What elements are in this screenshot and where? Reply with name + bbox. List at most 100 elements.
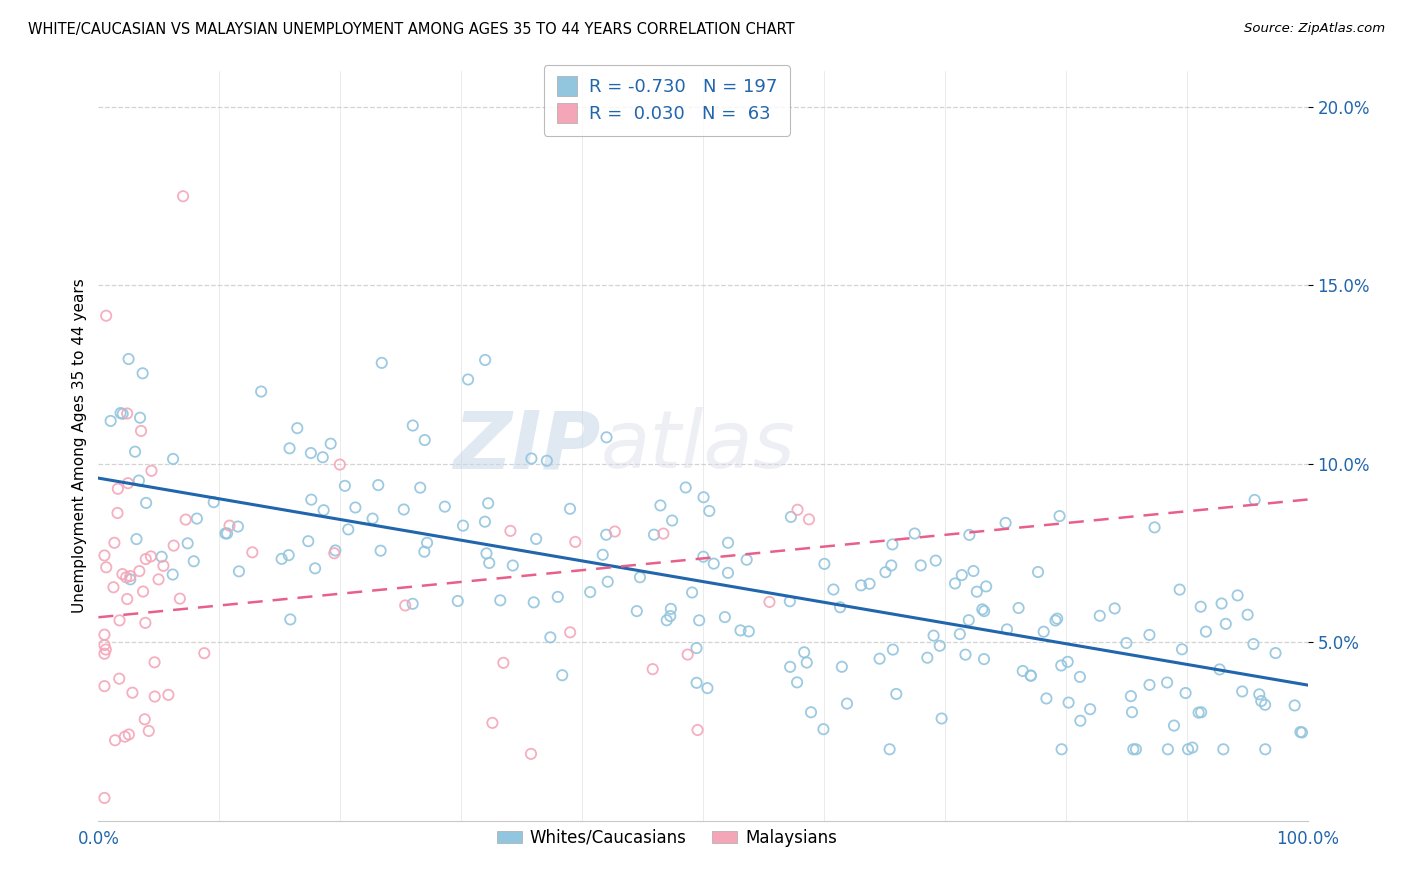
Point <box>595 527 617 541</box>
Point <box>1011 664 1033 678</box>
Point <box>148 573 170 587</box>
Point <box>1143 520 1166 534</box>
Point <box>800 706 823 720</box>
Point <box>551 668 574 682</box>
Point <box>115 570 138 584</box>
Point <box>139 549 162 564</box>
Point <box>592 548 614 562</box>
Point <box>703 557 725 571</box>
Point <box>344 500 367 515</box>
Point <box>797 512 820 526</box>
Point <box>655 613 678 627</box>
Point <box>218 518 240 533</box>
Point <box>675 480 697 494</box>
Point <box>974 579 997 593</box>
Point <box>650 499 672 513</box>
Point <box>1104 601 1126 615</box>
Point <box>538 630 561 644</box>
Point <box>659 609 682 624</box>
Point <box>849 578 872 592</box>
Point <box>478 556 501 570</box>
Point <box>115 407 138 421</box>
Point <box>1254 742 1277 756</box>
Point <box>329 458 352 472</box>
Point <box>1139 628 1161 642</box>
Point <box>786 502 808 516</box>
Point <box>957 613 980 627</box>
Point <box>100 414 122 428</box>
Point <box>823 582 845 597</box>
Point <box>131 366 153 380</box>
Point <box>371 356 394 370</box>
Point <box>1163 718 1185 732</box>
Point <box>107 482 129 496</box>
Point <box>312 503 335 517</box>
Point <box>416 535 439 549</box>
Point <box>93 679 115 693</box>
Point <box>183 554 205 568</box>
Point <box>1069 714 1091 728</box>
Point <box>312 450 335 465</box>
Point <box>128 564 150 578</box>
Point <box>1289 725 1312 739</box>
Point <box>1236 607 1258 622</box>
Point <box>129 410 152 425</box>
Point <box>304 561 326 575</box>
Point <box>143 655 166 669</box>
Point <box>93 628 115 642</box>
Point <box>973 652 995 666</box>
Point <box>1056 655 1078 669</box>
Point <box>370 543 392 558</box>
Point <box>118 727 141 741</box>
Point <box>962 564 984 578</box>
Point <box>688 613 710 627</box>
Point <box>730 624 752 638</box>
Point <box>943 576 966 591</box>
Point <box>536 454 558 468</box>
Point <box>1050 742 1073 756</box>
Point <box>1049 509 1071 524</box>
Point <box>285 421 308 435</box>
Point <box>157 688 180 702</box>
Point <box>520 747 543 761</box>
Text: Source: ZipAtlas.com: Source: ZipAtlas.com <box>1244 22 1385 36</box>
Point <box>1171 642 1194 657</box>
Point <box>1032 624 1054 639</box>
Point <box>457 372 479 386</box>
Point <box>1177 742 1199 756</box>
Point <box>1250 694 1272 708</box>
Point <box>125 532 148 546</box>
Point <box>523 595 546 609</box>
Point <box>786 675 808 690</box>
Point <box>1078 702 1101 716</box>
Point <box>1254 698 1277 712</box>
Point <box>1157 742 1180 756</box>
Point <box>779 594 801 608</box>
Text: ZIP: ZIP <box>453 407 600 485</box>
Point <box>413 433 436 447</box>
Point <box>228 565 250 579</box>
Point <box>474 515 496 529</box>
Point <box>917 650 939 665</box>
Text: WHITE/CAUCASIAN VS MALAYSIAN UNEMPLOYMENT AMONG AGES 35 TO 44 YEARS CORRELATION : WHITE/CAUCASIAN VS MALAYSIAN UNEMPLOYMEN… <box>28 22 794 37</box>
Point <box>143 690 166 704</box>
Point <box>447 594 470 608</box>
Point <box>124 444 146 458</box>
Point <box>717 566 740 580</box>
Point <box>1195 624 1218 639</box>
Point <box>949 627 972 641</box>
Point <box>661 514 683 528</box>
Point <box>681 585 703 599</box>
Point <box>108 672 131 686</box>
Text: atlas: atlas <box>600 407 794 485</box>
Point <box>547 590 569 604</box>
Point <box>520 451 543 466</box>
Point <box>779 660 801 674</box>
Point <box>93 647 115 661</box>
Point <box>134 712 156 726</box>
Point <box>880 558 903 573</box>
Point <box>176 536 198 550</box>
Point <box>402 597 425 611</box>
Point <box>1026 565 1049 579</box>
Point <box>134 615 156 630</box>
